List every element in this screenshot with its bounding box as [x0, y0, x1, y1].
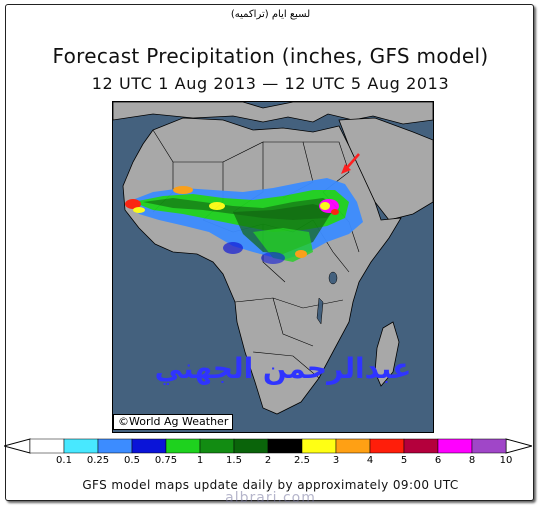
legend-swatches	[29, 438, 507, 454]
color-legend	[2, 438, 534, 468]
legend-tick-label: 0.25	[86, 455, 110, 466]
lake-tanganyika	[316, 297, 324, 325]
legend-tick-label: 3	[332, 455, 340, 466]
legend-tick-label: 0.1	[56, 455, 72, 466]
legend-swatch	[335, 438, 371, 454]
legend-swatch	[369, 438, 405, 454]
legend-tick-label: 8	[468, 455, 476, 466]
precipitation-band	[125, 178, 363, 264]
legend-swatch	[97, 438, 133, 454]
map-title: Forecast Precipitation (inches, GFS mode…	[52, 44, 489, 68]
legend-bar	[2, 438, 534, 454]
legend-ticks: 0.1 0.25 0.5 0.75 1 1.5 2 2.5 3 4 5 6 8 10	[0, 455, 541, 469]
arabic-caption: لسبع ايام (تراكميه)	[230, 9, 311, 20]
legend-swatch	[437, 438, 473, 454]
legend-tick-label: 2	[264, 455, 272, 466]
legend-swatch	[131, 438, 167, 454]
legend-tick-label: 0.5	[124, 455, 140, 466]
lake-victoria	[328, 271, 338, 285]
red-arrow-icon	[341, 153, 360, 174]
legend-left-arrow	[2, 438, 31, 454]
legend-tick-label: 5	[400, 455, 408, 466]
legend-tick-label: 1.5	[226, 455, 242, 466]
legend-swatch	[29, 438, 65, 454]
legend-tick-label: 0.75	[154, 455, 178, 466]
legend-tick-label: 10	[499, 455, 513, 466]
update-note: GFS model maps update daily by approxima…	[82, 478, 459, 492]
copyright-label: ©World Ag Weather	[113, 414, 234, 430]
map-canvas	[113, 102, 433, 432]
site-watermark: albrari.com	[225, 490, 316, 506]
legend-swatch	[199, 438, 235, 454]
legend-swatch	[471, 438, 507, 454]
legend-tick-label: 6	[434, 455, 442, 466]
legend-tick-label: 1	[196, 455, 204, 466]
legend-swatch	[63, 438, 99, 454]
legend-swatch	[403, 438, 439, 454]
legend-tick-label: 2.5	[294, 455, 310, 466]
map-subtitle: 12 UTC 1 Aug 2013 — 12 UTC 5 Aug 2013	[91, 74, 450, 93]
arabic-watermark: عبدالرحمن الجهني	[154, 352, 412, 385]
land-madagascar	[374, 321, 400, 387]
legend-swatch	[233, 438, 269, 454]
africa-precipitation-map: عبدالرحمن الجهني ©World Ag Weather	[112, 101, 434, 433]
land-europe	[113, 102, 433, 125]
legend-tick-label: 4	[366, 455, 374, 466]
legend-swatch	[165, 438, 201, 454]
legend-swatch	[267, 438, 303, 454]
legend-swatch	[301, 438, 337, 454]
legend-right-arrow	[505, 438, 534, 454]
